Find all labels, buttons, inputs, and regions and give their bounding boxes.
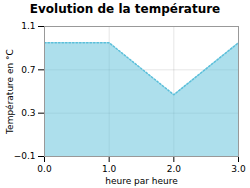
svg-text:0.7: 0.7 <box>21 65 35 75</box>
svg-text:0.3: 0.3 <box>21 108 35 118</box>
svg-text:3.0: 3.0 <box>231 164 246 174</box>
svg-text:Température en °C: Température en °C <box>5 49 15 135</box>
svg-text:−0.1: −0.1 <box>14 151 36 161</box>
svg-text:heure par heure: heure par heure <box>105 176 178 186</box>
html-text:Evolution de la température: Evolution de la température <box>29 2 221 16</box>
svg-text:2.0: 2.0 <box>167 164 182 174</box>
svg-text:1.0: 1.0 <box>102 164 117 174</box>
svg-text:1.1: 1.1 <box>21 21 35 31</box>
svg-text:0.0: 0.0 <box>37 164 52 174</box>
